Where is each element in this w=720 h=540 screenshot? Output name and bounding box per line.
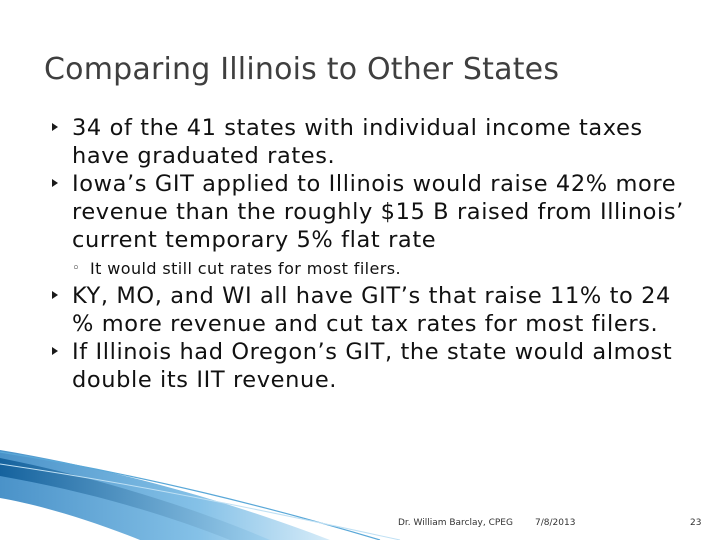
bullet-text: KY, MO, and WI all have GIT’s that raise… bbox=[72, 283, 671, 337]
decorative-swoosh bbox=[0, 450, 401, 540]
sub-bullet-item: ◦ It would still cut rates for most file… bbox=[52, 258, 692, 280]
triangle-bullet-icon bbox=[52, 179, 58, 187]
swoosh-line bbox=[0, 451, 381, 540]
bullet-list: 34 of the 41 states with individual inco… bbox=[52, 114, 692, 394]
swoosh-line-light bbox=[0, 463, 401, 540]
triangle-bullet-icon bbox=[52, 123, 58, 131]
swoosh-band-dark bbox=[0, 458, 270, 540]
bullet-text: If Illinois had Oregon’s GIT, the state … bbox=[72, 339, 673, 393]
footer-date: 7/8/2013 bbox=[535, 518, 576, 528]
footer-author: Dr. William Barclay, CPEG bbox=[398, 518, 513, 528]
bullet-item: Iowa’s GIT applied to Illinois would rai… bbox=[52, 170, 692, 254]
bullet-text: 34 of the 41 states with individual inco… bbox=[72, 115, 643, 169]
bullet-item: If Illinois had Oregon’s GIT, the state … bbox=[52, 338, 692, 394]
triangle-bullet-icon bbox=[52, 347, 58, 355]
swoosh-band-wide bbox=[0, 450, 330, 540]
bullet-item: KY, MO, and WI all have GIT’s that raise… bbox=[52, 282, 692, 338]
slide-title: Comparing Illinois to Other States bbox=[44, 52, 560, 87]
sub-bullet-text: It would still cut rates for most filers… bbox=[90, 259, 401, 278]
circle-bullet-icon: ◦ bbox=[72, 261, 81, 276]
bullet-text: Iowa’s GIT applied to Illinois would rai… bbox=[72, 171, 684, 253]
bullet-item: 34 of the 41 states with individual inco… bbox=[52, 114, 692, 170]
slide-number: 23 bbox=[690, 518, 702, 528]
triangle-bullet-icon bbox=[52, 291, 58, 299]
